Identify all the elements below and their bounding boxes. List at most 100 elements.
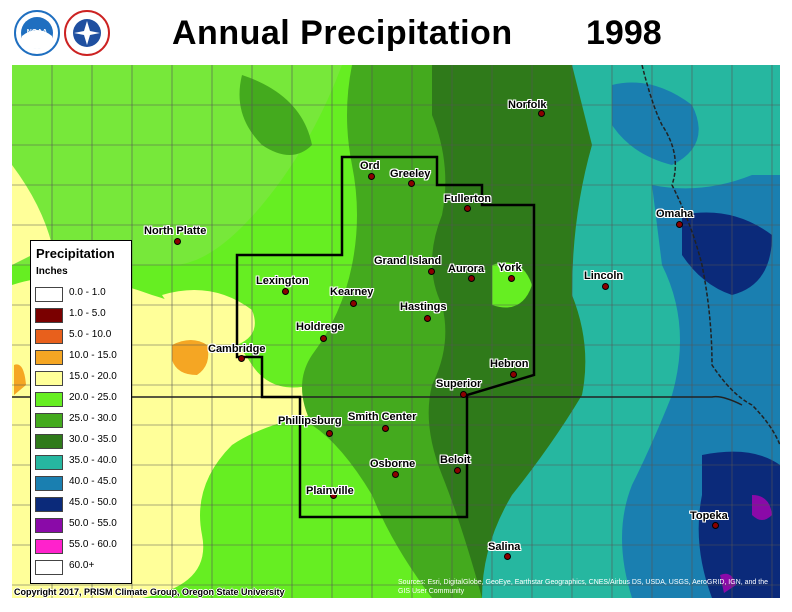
sources-text: Sources: Esri, DigitalGlobe, GeoEye, Ear… <box>398 579 768 595</box>
legend-label: 60.0+ <box>69 560 95 571</box>
city-label-kearney: Kearney <box>330 286 374 298</box>
noaa-logo: NOAA <box>14 10 60 56</box>
legend-row: 1.0 - 5.0 <box>35 306 129 324</box>
city-label-lincoln: Lincoln <box>584 270 624 282</box>
legend-swatch <box>35 413 63 428</box>
legend-row: 40.0 - 45.0 <box>35 474 129 492</box>
legend-row: 0.0 - 1.0 <box>35 285 129 303</box>
region-aurora-pocket <box>492 262 532 308</box>
city-dot-grand-island <box>428 268 435 275</box>
city-dot-greeley <box>408 180 415 187</box>
city-dot-hastings <box>424 315 431 322</box>
legend-label: 45.0 - 50.0 <box>69 497 117 508</box>
noaa-logo-text: NOAA <box>27 29 48 36</box>
legend-swatch <box>35 350 63 365</box>
city-label-norfolk: Norfolk <box>508 99 547 111</box>
city-dot-hebron <box>510 371 517 378</box>
city-label-smith-center: Smith Center <box>348 411 417 423</box>
legend-swatch <box>35 434 63 449</box>
city-dot-beloit <box>454 467 461 474</box>
map-title: Annual Precipitation <box>172 14 513 52</box>
region-45-50-topeka <box>698 451 780 598</box>
city-dot-lexington <box>282 288 289 295</box>
copyright-text: Copyright 2017, PRISM Climate Group, Ore… <box>14 587 285 597</box>
city-dot-phillipsburg <box>326 430 333 437</box>
region-40-45-ne <box>612 82 699 165</box>
legend-row: 15.0 - 20.0 <box>35 369 129 387</box>
city-dot-superior <box>460 391 467 398</box>
city-label-ord: Ord <box>360 160 380 172</box>
legend-row: 60.0+ <box>35 558 129 576</box>
city-dot-osborne <box>392 471 399 478</box>
legend-swatch <box>35 392 63 407</box>
city-label-york: York <box>498 262 522 274</box>
city-dot-norfolk <box>538 110 545 117</box>
legend-label: 35.0 - 40.0 <box>69 455 117 466</box>
city-dot-smith-center <box>382 425 389 432</box>
city-label-beloit: Beloit <box>440 454 471 466</box>
city-dot-north-platte <box>174 238 181 245</box>
legend-row: 45.0 - 50.0 <box>35 495 129 513</box>
legend-row: 10.0 - 15.0 <box>35 348 129 366</box>
legend-swatch <box>35 371 63 386</box>
city-dot-holdrege <box>320 335 327 342</box>
map-legend: Precipitation Inches 0.0 - 1.0 1.0 - 5.0… <box>30 240 132 584</box>
region-25-30-north <box>239 75 312 155</box>
city-dot-cambridge <box>238 355 245 362</box>
legend-label: 25.0 - 30.0 <box>69 413 117 424</box>
legend-label: 20.0 - 25.0 <box>69 392 117 403</box>
city-dot-kearney <box>350 300 357 307</box>
legend-label: 0.0 - 1.0 <box>69 287 106 298</box>
legend-swatch <box>35 560 63 575</box>
city-label-greeley: Greeley <box>390 168 431 180</box>
legend-label: 55.0 - 60.0 <box>69 539 117 550</box>
city-label-grand-island: Grand Island <box>374 255 442 267</box>
legend-row: 35.0 - 40.0 <box>35 453 129 471</box>
city-label-topeka: Topeka <box>690 510 728 522</box>
city-label-salina: Salina <box>488 541 521 553</box>
legend-swatch <box>35 539 63 554</box>
cwa-boundary <box>235 155 536 519</box>
nws-logo <box>64 10 110 56</box>
legend-swatch <box>35 455 63 470</box>
legend-title: Precipitation <box>36 246 115 261</box>
city-dot-fullerton <box>464 205 471 212</box>
city-label-cambridge: Cambridge <box>208 343 266 355</box>
city-dot-ord <box>368 173 375 180</box>
state-border-ne-ks <box>12 395 743 406</box>
legend-row: 50.0 - 55.0 <box>35 516 129 534</box>
river-boundary <box>641 65 780 446</box>
legend-swatch <box>35 497 63 512</box>
city-dot-york <box>508 275 515 282</box>
map-year: 1998 <box>586 14 662 52</box>
city-label-phillipsburg: Phillipsburg <box>278 415 342 427</box>
city-label-north-platte: North Platte <box>144 225 207 237</box>
legend-label: 30.0 - 35.0 <box>69 434 117 445</box>
city-dot-topeka <box>712 522 719 529</box>
legend-swatch <box>35 518 63 533</box>
region-orange-cambridge <box>172 340 209 375</box>
city-dot-lincoln <box>602 283 609 290</box>
city-label-hebron: Hebron <box>490 358 529 370</box>
region-50-55-spot <box>752 495 772 520</box>
city-dot-salina <box>504 553 511 560</box>
legend-label: 5.0 - 10.0 <box>69 329 112 340</box>
city-dot-aurora <box>468 275 475 282</box>
legend-row: 20.0 - 25.0 <box>35 390 129 408</box>
legend-row: 30.0 - 35.0 <box>35 432 129 450</box>
legend-label: 15.0 - 20.0 <box>69 371 117 382</box>
map-header: NOAA Annual Precipitation 1998 <box>0 0 792 64</box>
city-label-lexington: Lexington <box>256 275 309 287</box>
city-label-plainville: Plainville <box>306 485 354 497</box>
city-label-holdrege: Holdrege <box>296 321 344 333</box>
legend-label: 10.0 - 15.0 <box>69 350 117 361</box>
legend-swatch <box>35 329 63 344</box>
legend-row: 55.0 - 60.0 <box>35 537 129 555</box>
region-yellow-platte <box>162 290 255 345</box>
city-label-fullerton: Fullerton <box>444 193 492 205</box>
precipitation-map <box>12 65 780 598</box>
city-dot-omaha <box>676 221 683 228</box>
legend-row: 5.0 - 10.0 <box>35 327 129 345</box>
legend-units: Inches <box>36 266 68 277</box>
legend-row: 25.0 - 30.0 <box>35 411 129 429</box>
